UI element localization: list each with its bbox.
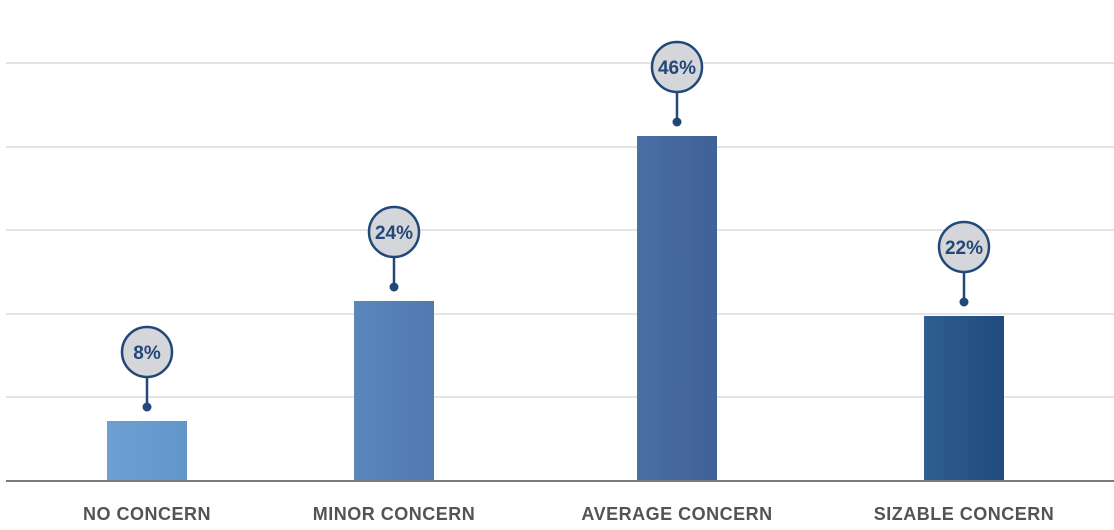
x-tick-label: AVERAGE CONCERN [581, 504, 772, 524]
callout-bubble [650, 40, 704, 94]
callout-bubble [367, 205, 421, 259]
callout-dot [389, 282, 399, 292]
bars [107, 136, 1004, 481]
bar-average-concern [637, 136, 717, 481]
data-label-callouts: 8% 24% 46% 22% [120, 40, 991, 412]
x-tick-label: NO CONCERN [83, 504, 211, 524]
data-label: 8% [133, 343, 161, 364]
callout-dot [142, 402, 152, 412]
x-tick-label: SIZABLE CONCERN [874, 504, 1055, 524]
callout-bubble [937, 220, 991, 274]
bar-no-concern [107, 421, 187, 481]
data-label: 46% [658, 58, 696, 79]
data-callout: 22% [937, 220, 991, 307]
data-callout: 24% [367, 205, 421, 292]
x-tick-label: MINOR CONCERN [313, 504, 476, 524]
callout-dot [959, 297, 969, 307]
x-axis: NO CONCERN MINOR CONCERN AVERAGE CONCERN SI… [6, 480, 1114, 524]
bar-minor-concern [354, 301, 434, 481]
data-label: 22% [945, 238, 983, 259]
gridlines [6, 62, 1114, 398]
callout-dot [672, 117, 682, 127]
data-label: 24% [375, 223, 413, 244]
data-callout: 8% [120, 325, 174, 412]
callout-bubble [120, 325, 174, 379]
data-callout: 46% [650, 40, 704, 127]
bar-sizable-concern [924, 316, 1004, 481]
